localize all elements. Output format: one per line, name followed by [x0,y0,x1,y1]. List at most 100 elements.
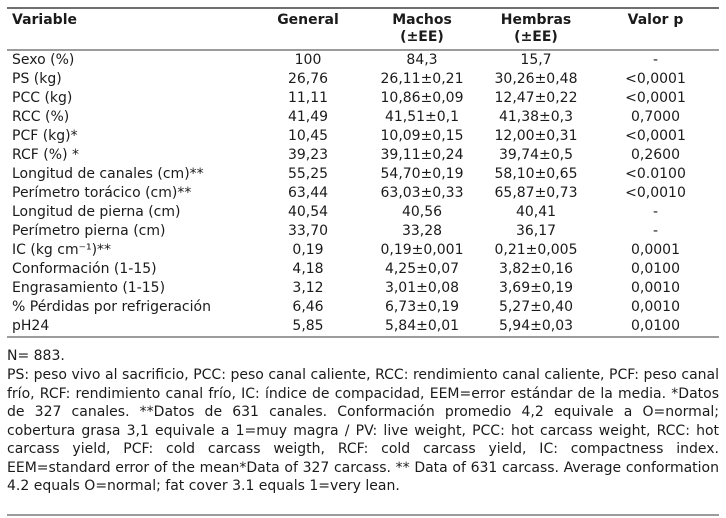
cell-machos: 4,25±0,07 [384,261,460,277]
column-header-label: Valor p [627,12,684,28]
column-header-label: Variable [12,12,77,28]
column-header-sublabel: (±EE) [400,29,444,45]
table-row: PCF (kg)* 10,45 10,09±0,15 12,00±0,31 <0,000… [7,127,719,146]
cell-general: 40,54 [287,204,329,220]
cell-hembras: 5,94±0,03 [498,318,574,334]
column-header-label: Machos [392,12,452,28]
cell-general: 3,12 [292,280,324,296]
cell-machos: 3,01±0,08 [384,280,460,296]
table-row: RCF (%) * 39,23 39,11±0,24 39,74±0,5 0,2600 [7,146,719,165]
cell-valor-p: <0,0001 [625,90,686,106]
table-header-row: Variable General Machos (±EE) Hembras (±… [7,8,719,51]
bottom-rule [7,514,719,516]
cell-machos: 0,19±0,001 [380,242,464,258]
cell-hembras: 12,00±0,31 [494,128,578,144]
cell-valor-p: <0.0100 [625,166,686,182]
cell-variable: Sexo (%) [12,52,75,68]
page: Variable General Machos (±EE) Hembras (±… [7,7,719,496]
cell-valor-p: 0,0010 [631,280,680,296]
cell-hembras: 5,27±0,40 [498,299,574,315]
cell-valor-p: 0,0010 [631,299,680,315]
cell-machos: 39,11±0,24 [380,147,464,163]
cell-variable: Conformación (1-15) [12,261,157,277]
column-header-valor-p: Valor p [592,8,719,51]
cell-general: 0,19 [292,242,324,258]
table-row: Sexo (%) 100 84,3 15,7 - [7,50,719,70]
cell-variable: RCC (%) [12,109,70,125]
cell-hembras: 12,47±0,22 [494,90,578,106]
cell-hembras: 40,41 [515,204,557,220]
cell-valor-p: <0,0010 [625,185,686,201]
cell-hembras: 58,10±0,65 [494,166,578,182]
cell-general: 4,18 [292,261,324,277]
column-header-variable: Variable [7,8,252,51]
cell-valor-p: 0,0100 [631,261,680,277]
cell-valor-p: <0,0001 [625,71,686,87]
cell-general: 41,49 [287,109,329,125]
table-row: % Pérdidas por refrigeración 6,46 6,73±0,1… [7,298,719,317]
cell-variable: Longitud de pierna (cm) [12,204,181,220]
cell-hembras: 3,82±0,16 [498,261,574,277]
cell-general: 63,44 [287,185,329,201]
cell-machos: 84,3 [406,52,438,68]
table-row: Perímetro pierna (cm) 33,70 33,28 36,17 - [7,222,719,241]
cell-machos: 26,11±0,21 [380,71,464,87]
table-row: Perímetro torácico (cm)** 63,44 63,03±0,33… [7,184,719,203]
cell-variable: % Pérdidas por refrigeración [12,299,211,315]
column-header-hembras: Hembras (±EE) [480,8,592,51]
column-header-label: Hembras [500,12,572,28]
cell-variable: Engrasamiento (1-15) [12,280,166,296]
cell-general: 33,70 [287,223,329,239]
cell-machos: 6,73±0,19 [384,299,460,315]
cell-machos: 10,09±0,15 [380,128,464,144]
cell-valor-p: 0,0100 [631,318,680,334]
cell-general: 6,46 [292,299,324,315]
cell-machos: 33,28 [401,223,443,239]
cell-general: 5,85 [292,318,324,334]
cell-variable: Perímetro torácico (cm)** [12,185,192,201]
cell-valor-p: - [652,52,659,68]
table-row: IC (kg cm⁻¹)** 0,19 0,19±0,001 0,21±0,005 0,… [7,241,719,260]
cell-variable: IC (kg cm⁻¹)** [12,242,112,258]
table-notes: N= 883. PS: peso vivo al sacrificio, PCC… [7,347,719,496]
cell-valor-p: 0,7000 [631,109,680,125]
table-row: Longitud de pierna (cm) 40,54 40,56 40,41 - [7,203,719,222]
cell-variable: PS (kg) [12,71,62,87]
results-table: Variable General Machos (±EE) Hembras (±… [7,7,719,338]
table-row: Engrasamiento (1-15) 3,12 3,01±0,08 3,69±0,… [7,279,719,298]
footnote-text: PS: peso vivo al sacrificio, PCC: peso c… [7,367,719,494]
table-row: Longitud de canales (cm)** 55,25 54,70±0,1… [7,165,719,184]
table-row: Conformación (1-15) 4,18 4,25±0,07 3,82±0,1… [7,260,719,279]
cell-variable: pH24 [12,318,50,334]
cell-machos: 5,84±0,01 [384,318,460,334]
cell-general: 100 [294,52,322,68]
cell-general: 26,76 [287,71,329,87]
table-row: RCC (%) 41,49 41,51±0,1 41,38±0,3 0,7000 [7,108,719,127]
cell-hembras: 0,21±0,005 [494,242,578,258]
cell-variable: Longitud de canales (cm)** [12,166,204,182]
cell-machos: 10,86±0,09 [380,90,464,106]
cell-hembras: 65,87±0,73 [494,185,578,201]
cell-valor-p: 0,2600 [631,147,680,163]
cell-valor-p: - [652,204,659,220]
table-body: Sexo (%) 100 84,3 15,7 - PS (kg) 26,76 26,11±0,… [7,50,719,337]
cell-general: 11,11 [287,90,329,106]
cell-valor-p: <0,0001 [625,128,686,144]
cell-hembras: 41,38±0,3 [498,109,574,125]
cell-hembras: 3,69±0,19 [498,280,574,296]
column-header-sublabel: (±EE) [514,29,558,45]
cell-variable: Perímetro pierna (cm) [12,223,166,239]
cell-valor-p: 0,0001 [631,242,680,258]
cell-hembras: 39,74±0,5 [498,147,574,163]
sample-size-note: N= 883. [7,348,65,364]
cell-general: 39,23 [287,147,329,163]
cell-general: 55,25 [287,166,329,182]
cell-hembras: 36,17 [515,223,557,239]
cell-variable: PCC (kg) [12,90,73,106]
column-header-general: General [252,8,364,51]
table-row: PS (kg) 26,76 26,11±0,21 30,26±0,48 <0,0001 [7,70,719,89]
cell-valor-p: - [652,223,659,239]
cell-machos: 41,51±0,1 [384,109,460,125]
column-header-label: General [277,12,339,28]
cell-hembras: 15,7 [520,52,552,68]
